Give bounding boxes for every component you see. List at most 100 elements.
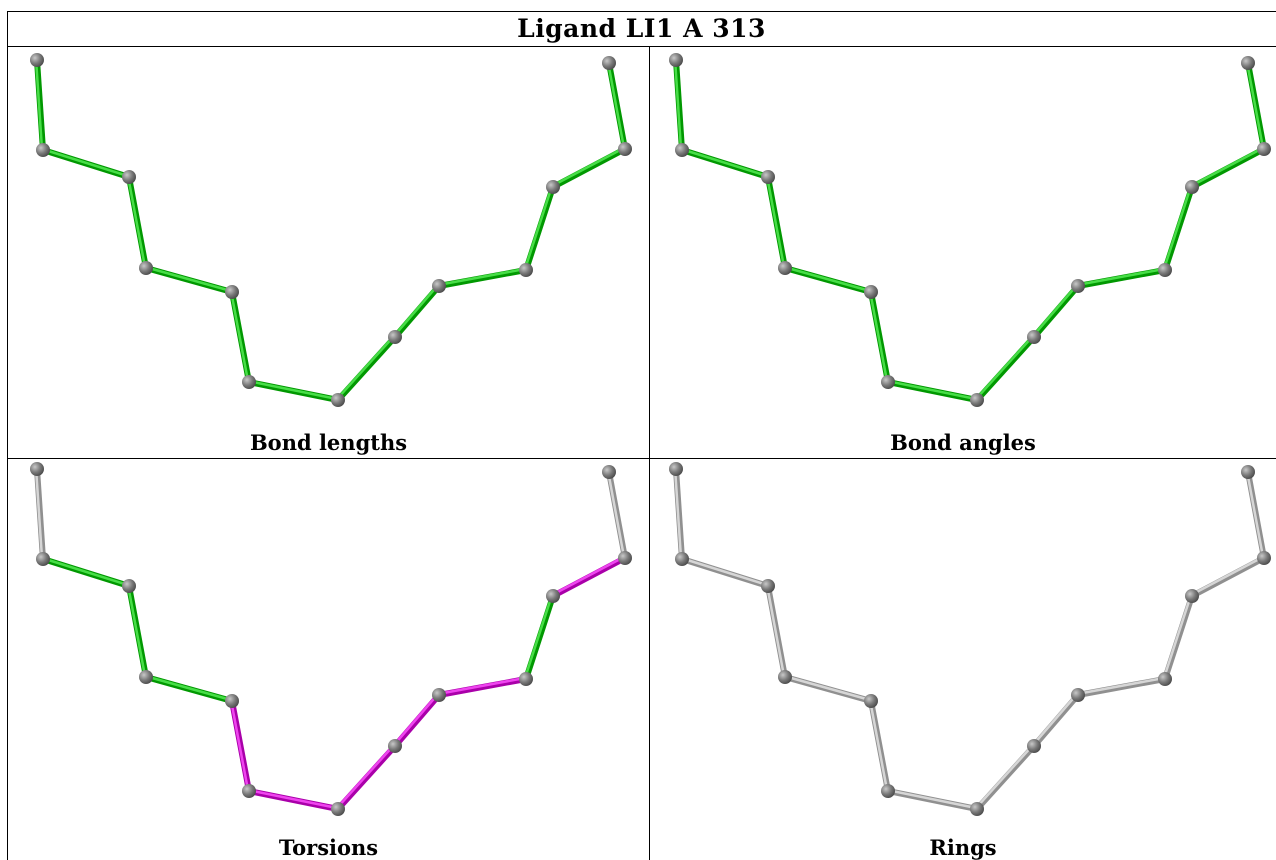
atom: [675, 143, 689, 157]
atom: [618, 142, 632, 156]
bond: [523, 184, 556, 273]
atom: [139, 261, 153, 275]
bond: [1162, 184, 1195, 273]
atom: [30, 462, 44, 476]
atom: [778, 261, 792, 275]
bond: [1189, 146, 1267, 190]
bond: [1245, 60, 1267, 152]
bond: [679, 147, 771, 180]
bond: [1162, 593, 1195, 682]
atom: [881, 784, 895, 798]
bond: [335, 334, 398, 403]
atom: [761, 170, 775, 184]
atom: [602, 56, 616, 70]
atom: [1027, 739, 1041, 753]
bond: [523, 593, 556, 682]
atom: [122, 579, 136, 593]
grid-divider-horizontal: [7, 458, 1276, 459]
bond: [673, 466, 685, 562]
atom: [225, 285, 239, 299]
atom: [388, 330, 402, 344]
bond: [143, 265, 235, 295]
figure-title: Ligand LI1 A 313: [7, 11, 1276, 47]
atom: [30, 53, 44, 67]
bond: [606, 60, 628, 152]
bond: [765, 583, 788, 680]
caption-torsions: Torsions: [278, 835, 379, 860]
bond: [679, 556, 771, 589]
bond: [34, 466, 46, 562]
atom: [970, 802, 984, 816]
panel-bond-angles: Bond angles: [650, 47, 1276, 458]
atom: [225, 694, 239, 708]
atom: [618, 551, 632, 565]
molecule-torsions: [30, 462, 632, 816]
bond: [1189, 555, 1267, 599]
panel-bond-lengths: Bond lengths: [8, 47, 649, 458]
atom: [519, 672, 533, 686]
atom: [1241, 56, 1255, 70]
atom: [602, 465, 616, 479]
bond: [550, 146, 628, 190]
bond: [1031, 692, 1081, 749]
bond: [392, 692, 442, 749]
bond: [673, 57, 685, 153]
bond: [335, 743, 398, 812]
bond: [782, 674, 874, 704]
bond: [229, 698, 252, 794]
bond: [246, 379, 341, 403]
bond: [34, 57, 46, 153]
atom: [331, 802, 345, 816]
atom: [242, 784, 256, 798]
bond: [392, 283, 442, 340]
bond: [126, 583, 149, 680]
atom: [432, 279, 446, 293]
bond: [550, 555, 628, 599]
atom: [139, 670, 153, 684]
atom: [761, 579, 775, 593]
atom: [1185, 180, 1199, 194]
molecule-bond-angles: [669, 53, 1271, 407]
atom: [881, 375, 895, 389]
bond: [246, 788, 341, 812]
atom: [669, 53, 683, 67]
bond: [40, 147, 132, 180]
atom: [36, 552, 50, 566]
atom: [1027, 330, 1041, 344]
bond: [1075, 676, 1168, 698]
atom: [864, 285, 878, 299]
molecule-bond-lengths: [30, 53, 632, 407]
grid-divider-vertical: [649, 47, 650, 860]
bond: [782, 265, 874, 295]
atom: [864, 694, 878, 708]
atom: [432, 688, 446, 702]
caption-bond-angles: Bond angles: [890, 430, 1036, 455]
panel-rings: Rings: [650, 459, 1276, 860]
bond: [436, 676, 529, 698]
bond: [606, 469, 628, 561]
atom: [669, 462, 683, 476]
bond: [868, 698, 891, 794]
molecule-rings: [669, 462, 1271, 816]
atom: [546, 180, 560, 194]
bond: [868, 289, 891, 385]
atom: [122, 170, 136, 184]
bond: [974, 743, 1037, 812]
atom: [388, 739, 402, 753]
bond: [436, 267, 529, 289]
atom: [519, 263, 533, 277]
atom: [36, 143, 50, 157]
atom: [1257, 142, 1271, 156]
bond: [885, 788, 980, 812]
atom: [1071, 279, 1085, 293]
atom: [242, 375, 256, 389]
caption-rings: Rings: [929, 835, 997, 860]
atom: [970, 393, 984, 407]
atom: [331, 393, 345, 407]
bond: [1075, 267, 1168, 289]
bond: [143, 674, 235, 704]
figure-frame: [7, 11, 1276, 860]
bond: [40, 556, 132, 589]
atom: [1158, 263, 1172, 277]
panel-torsions: Torsions: [8, 459, 649, 860]
